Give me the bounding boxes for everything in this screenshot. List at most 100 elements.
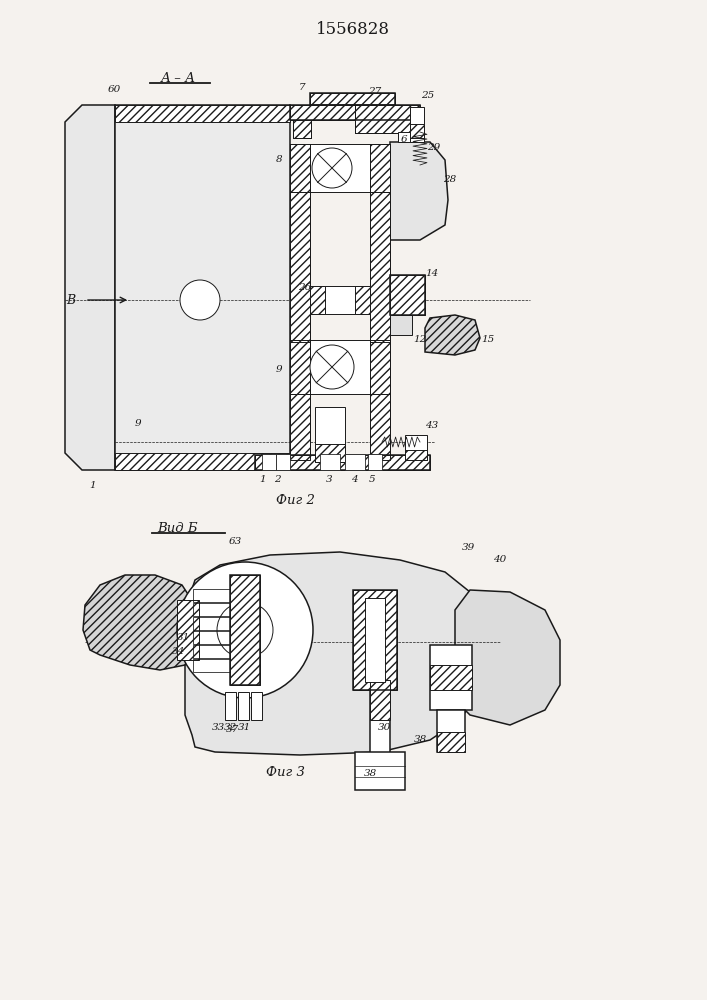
Bar <box>193 659 250 672</box>
Text: 63: 63 <box>228 538 242 546</box>
Bar <box>276 454 290 470</box>
Polygon shape <box>455 590 560 725</box>
Bar <box>230 575 260 685</box>
Text: 28: 28 <box>443 176 457 184</box>
Bar <box>353 590 397 690</box>
Bar <box>370 680 390 770</box>
Bar <box>320 454 340 470</box>
Bar <box>345 454 365 470</box>
Text: 27: 27 <box>368 88 382 97</box>
Bar <box>238 692 249 720</box>
Text: 38: 38 <box>414 736 426 744</box>
Bar <box>115 105 290 122</box>
Bar <box>430 645 472 710</box>
Circle shape <box>177 562 313 698</box>
Bar <box>398 132 410 142</box>
Text: 37: 37 <box>226 726 239 734</box>
Bar <box>310 93 395 105</box>
Bar <box>405 450 427 460</box>
Circle shape <box>180 280 220 320</box>
Bar <box>370 144 390 192</box>
Polygon shape <box>65 105 115 470</box>
Bar <box>355 105 410 133</box>
Bar <box>315 444 345 462</box>
Text: 39: 39 <box>462 542 474 552</box>
Bar <box>390 275 425 315</box>
Bar <box>315 407 345 462</box>
Text: 1556828: 1556828 <box>316 21 390 38</box>
Bar <box>310 286 325 314</box>
Bar <box>230 575 260 685</box>
Bar <box>365 598 385 682</box>
Bar <box>437 732 465 752</box>
Text: 43: 43 <box>426 422 438 430</box>
Text: 40: 40 <box>493 556 507 564</box>
Bar <box>262 454 276 470</box>
Text: 9: 9 <box>135 418 141 428</box>
Bar <box>410 107 424 142</box>
Bar <box>290 144 310 192</box>
Bar <box>310 93 395 105</box>
Text: 4: 4 <box>351 476 357 485</box>
Bar <box>290 105 420 120</box>
Bar <box>225 692 236 720</box>
Text: 2: 2 <box>274 476 280 485</box>
Bar <box>290 340 310 394</box>
Text: 12: 12 <box>414 336 426 344</box>
Bar <box>370 340 390 394</box>
Polygon shape <box>83 575 195 670</box>
Text: 33: 33 <box>211 722 225 732</box>
Polygon shape <box>177 600 199 660</box>
Text: 3: 3 <box>326 476 332 485</box>
Text: 8: 8 <box>275 155 282 164</box>
Bar <box>370 192 390 342</box>
Text: Вид Б: Вид Б <box>158 522 198 534</box>
Text: 7: 7 <box>298 84 305 93</box>
Polygon shape <box>390 142 448 240</box>
Bar <box>290 394 310 460</box>
Bar <box>310 286 370 314</box>
Text: 29: 29 <box>427 143 440 152</box>
Bar <box>353 590 397 690</box>
Text: 15: 15 <box>481 336 495 344</box>
Bar <box>290 394 310 460</box>
Bar <box>251 692 262 720</box>
Text: 1: 1 <box>90 481 96 489</box>
Bar <box>193 617 250 630</box>
Text: 26: 26 <box>298 284 312 292</box>
Text: Фиг 3: Фиг 3 <box>266 766 305 780</box>
Bar <box>255 455 430 470</box>
Polygon shape <box>425 315 480 355</box>
Bar <box>255 455 430 470</box>
Circle shape <box>217 602 273 658</box>
Bar <box>390 275 425 315</box>
Bar <box>370 340 390 394</box>
Bar <box>193 603 250 616</box>
Bar <box>310 144 370 192</box>
Bar <box>290 192 310 342</box>
Text: 6: 6 <box>401 135 407 144</box>
Bar <box>193 631 250 644</box>
Bar <box>370 394 390 460</box>
Bar <box>390 315 412 335</box>
Bar <box>290 105 420 120</box>
Text: 34: 34 <box>172 647 185 656</box>
Circle shape <box>312 148 352 188</box>
Text: Фиг 2: Фиг 2 <box>276 493 315 506</box>
Bar <box>355 286 370 314</box>
Bar <box>290 144 310 192</box>
Bar <box>115 105 290 470</box>
Text: В: В <box>66 294 75 306</box>
Bar <box>115 453 290 470</box>
Bar <box>368 454 382 470</box>
Text: 5: 5 <box>368 476 375 485</box>
Text: 31: 31 <box>238 722 250 732</box>
Bar <box>310 340 370 394</box>
Text: 60: 60 <box>108 86 121 95</box>
Text: 25: 25 <box>421 91 435 100</box>
Bar <box>370 394 390 460</box>
Bar <box>290 340 310 394</box>
Bar <box>370 192 390 342</box>
Bar <box>193 645 250 658</box>
Text: 9: 9 <box>275 365 282 374</box>
